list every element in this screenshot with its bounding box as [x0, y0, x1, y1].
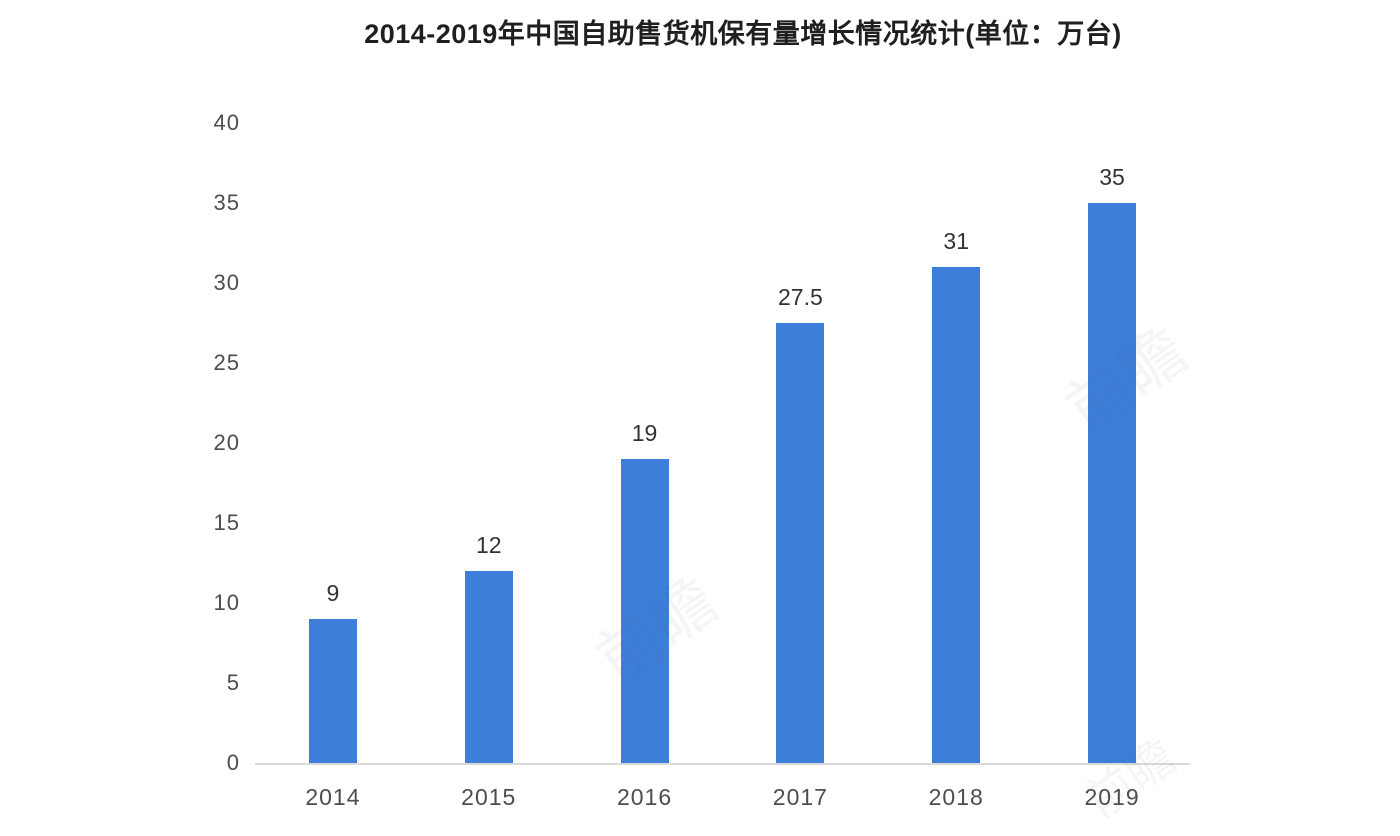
- bar-column: 12 2015: [411, 123, 567, 810]
- bar-value-label: 31: [943, 228, 970, 254]
- plot-area: 9 2014 12 2015 19 2016 27.5 2017 31 2018…: [255, 123, 1190, 810]
- y-axis: 0 5 10 15 20 25 30 35 40: [150, 112, 240, 774]
- y-tick-label: 40: [213, 110, 240, 135]
- bar: [776, 323, 825, 763]
- y-tick-label: 10: [213, 590, 240, 615]
- bar-column: 19 2016: [567, 123, 723, 810]
- bars: 9 2014 12 2015 19 2016 27.5 2017 31 2018…: [255, 123, 1190, 810]
- y-tick-label: 20: [213, 430, 240, 455]
- bar-column: 31 2018: [878, 123, 1034, 810]
- x-tick-label: 2017: [772, 784, 828, 810]
- bar-value-label: 9: [326, 580, 340, 606]
- x-tick-label: 2014: [305, 784, 361, 810]
- bar: [308, 619, 357, 763]
- bar-column: 35 2019: [1034, 123, 1190, 810]
- x-tick-label: 2015: [461, 784, 517, 810]
- x-tick-label: 2016: [616, 784, 673, 810]
- bar-value-label: 19: [631, 420, 658, 446]
- y-tick-label: 15: [213, 510, 240, 535]
- bar: [464, 571, 513, 763]
- bar-value-label: 27.5: [778, 284, 823, 310]
- bar: [932, 267, 981, 763]
- x-tick-label: 2019: [1084, 784, 1140, 810]
- bar-value-label: 35: [1099, 164, 1125, 190]
- y-tick-label: 25: [213, 350, 240, 375]
- bar: [620, 459, 669, 763]
- bar-column: 9 2014: [255, 123, 411, 810]
- y-tick-label: 0: [226, 750, 240, 775]
- y-tick-label: 30: [213, 270, 240, 295]
- y-tick-label: 35: [213, 190, 240, 215]
- chart-title: 2014-2019年中国自助售货机保有量增长情况统计(单位：万台): [364, 19, 1122, 49]
- x-tick-label: 2018: [928, 784, 984, 810]
- bar: [1088, 203, 1137, 763]
- y-tick-label: 5: [226, 670, 240, 695]
- bar-value-label: 12: [475, 532, 502, 558]
- bar-column: 27.5 2017: [722, 123, 878, 810]
